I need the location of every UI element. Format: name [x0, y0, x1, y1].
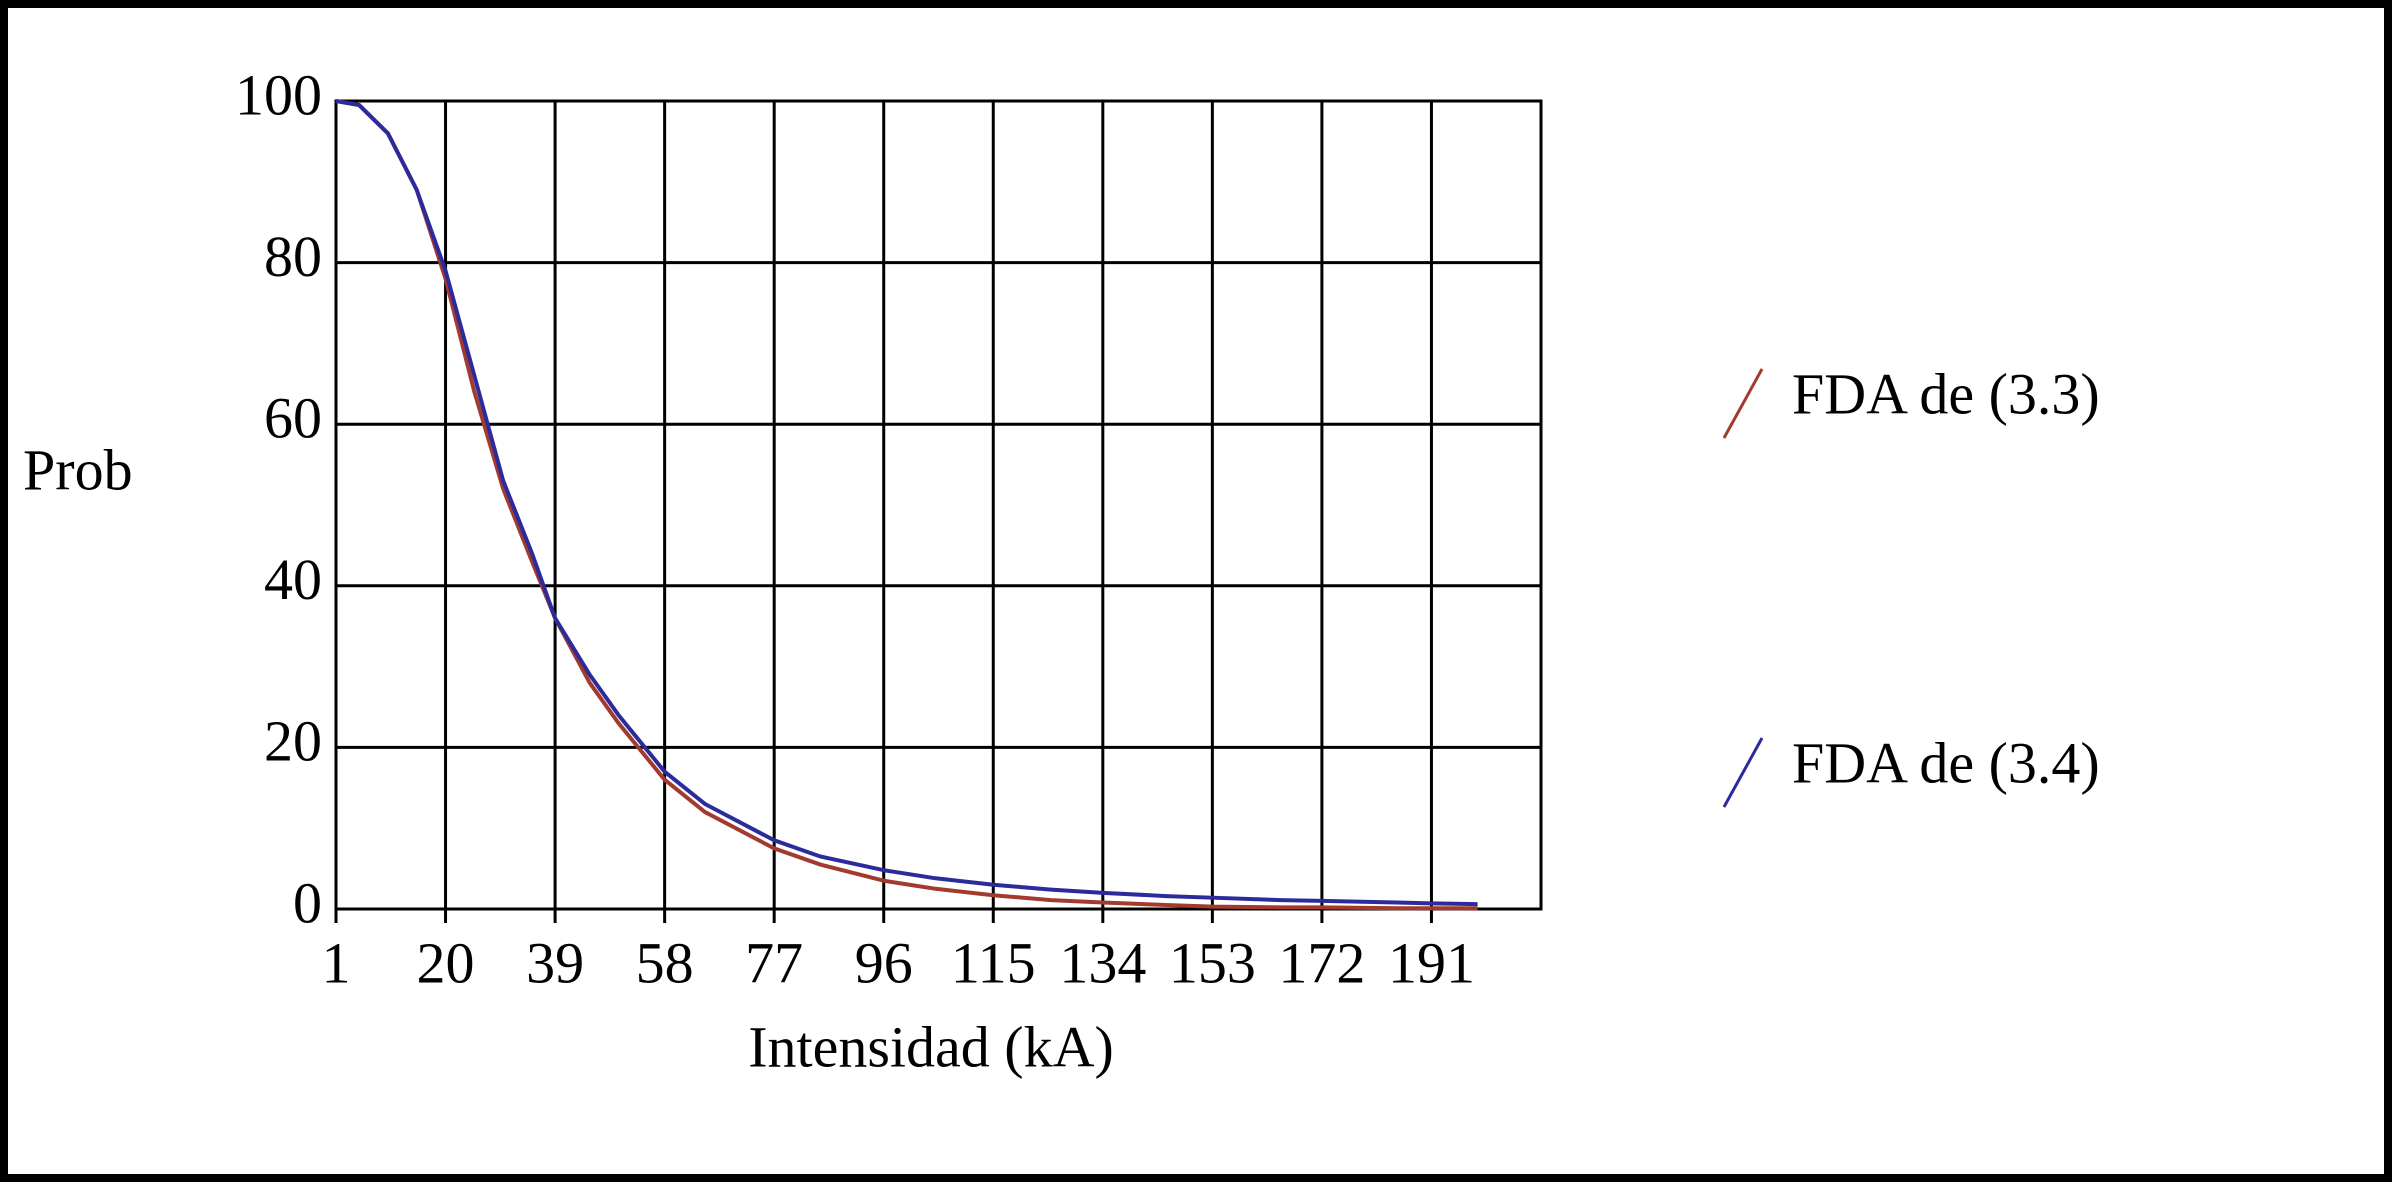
- x-tick-label: 191: [1388, 930, 1475, 995]
- legend-label: FDA de (3.4): [1792, 730, 2100, 795]
- y-axis-label: Prob: [23, 437, 133, 502]
- y-tick-label: 40: [264, 547, 322, 612]
- y-tick-label: 80: [264, 224, 322, 289]
- x-tick-label: 115: [951, 930, 1036, 995]
- x-axis-label: Intensidad (kA): [748, 1014, 1114, 1079]
- x-tick-label: 153: [1169, 930, 1256, 995]
- y-tick-label: 60: [264, 386, 322, 451]
- x-tick-label: 39: [526, 930, 584, 995]
- y-tick-label: 20: [264, 709, 322, 774]
- x-tick-label: 172: [1278, 930, 1365, 995]
- x-tick-label: 58: [636, 930, 694, 995]
- line-series: [335, 99, 1478, 911]
- x-tick-label: 134: [1059, 930, 1146, 995]
- legend-marker: [1722, 737, 1764, 808]
- y-tick-label: 100: [235, 62, 322, 127]
- y-tick-label: 0: [293, 870, 322, 935]
- x-tick-label: 1: [322, 930, 351, 995]
- line-series: [335, 99, 1478, 907]
- legend-marker: [1722, 368, 1764, 439]
- x-tick-label: 96: [855, 930, 913, 995]
- x-tick-label: 20: [417, 930, 475, 995]
- x-tick-label: 77: [745, 930, 803, 995]
- legend-label: FDA de (3.3): [1792, 361, 2100, 426]
- plot-border: [334, 99, 1543, 911]
